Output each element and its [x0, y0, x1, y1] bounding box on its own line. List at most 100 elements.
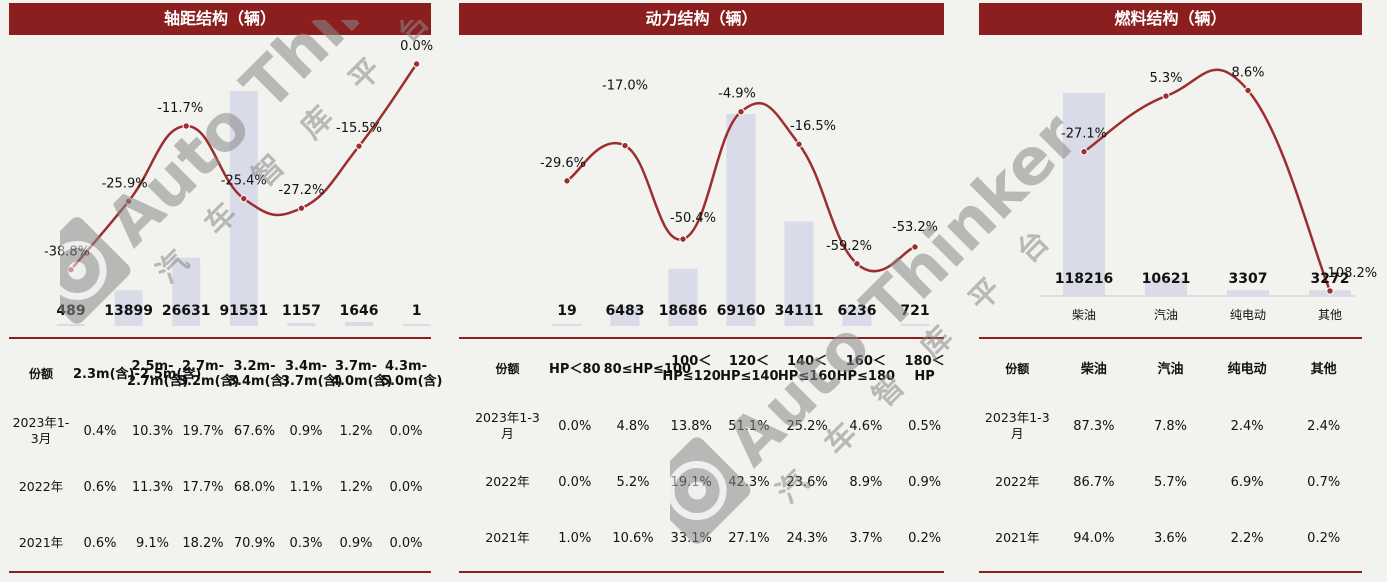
share-cell: 0.9%: [339, 535, 373, 551]
bar-2-1: [1145, 277, 1187, 296]
share-cell: 0.9%: [289, 423, 323, 439]
trend-point-1-4: [795, 140, 803, 148]
category-label-2-2: 纯电动: [1230, 308, 1266, 322]
trend-point-1-5: [853, 260, 861, 268]
bar-0-2: [172, 257, 201, 326]
trend-label-0-6: 0.0%: [400, 39, 433, 54]
bar-value-0-2: 26631: [162, 303, 211, 319]
trend-point-0-6: [412, 60, 421, 68]
trend-label-0-1: -25.9%: [102, 176, 148, 191]
share-cell: 0.4%: [83, 423, 117, 439]
bar-value-1-5: 6236: [838, 303, 877, 319]
wheelbase-table: 份额 2.3m(含)-2.5m(含) 2.5m-2.7m(含) 2.7m-3.2m(含…: [9, 345, 443, 571]
table-header-1-6: 160＜HP≤180: [836, 354, 896, 384]
share-cell: 0.2%: [1307, 530, 1341, 546]
bar-1-3: [726, 114, 756, 326]
share-cell: 19.7%: [182, 423, 224, 439]
bar-value-1-6: 721: [900, 303, 929, 319]
table-header-2-2: 汽油: [1157, 361, 1184, 377]
table-header-0-6: 3.7m-4.0m(含): [331, 359, 393, 389]
trend-point-2-1: [1162, 92, 1170, 100]
share-cell: 5.7%: [1153, 474, 1187, 490]
trend-label-0-5: -15.5%: [336, 121, 382, 136]
share-cell: 10.3%: [131, 423, 174, 439]
share-cell: 94.0%: [1073, 530, 1115, 546]
table-header-1-5: 140＜HP≤160: [777, 354, 837, 384]
table-header-0-5: 3.4m-3.7m(含): [281, 359, 343, 389]
fuel-table: 份额 柴油 汽油 纯电动 其他 2023年1-3月 87.3% 7.8% 2.4% 2.4% 202…: [979, 340, 1362, 566]
bar-value-2-0: 118216: [1055, 271, 1113, 287]
share-cell: 0.6%: [83, 479, 117, 495]
wheelbase-title: 轴距结构（辆）: [9, 3, 431, 35]
trend-label-1-0: -29.6%: [540, 156, 586, 171]
power-table: 份额 HP＜80 80≤HP≤100 100＜HP≤120 120＜HP≤140 140＜…: [469, 340, 954, 566]
share-cell: 1.1%: [289, 479, 323, 495]
fuel-chart: -27.1% 118216 柴油 5.3% 10621 汽油 8.6% 3307 纯电动 -108…: [1041, 65, 1377, 322]
trend-label-0-2: -11.7%: [157, 101, 203, 116]
bar-0-0: [57, 324, 85, 326]
bar-value-0-3: 91531: [219, 303, 268, 319]
share-cell: 51.1%: [728, 418, 770, 434]
trend-point-1-1: [621, 141, 629, 150]
table-row: 2022年 0.6% 11.3% 17.7% 68.0% 1.1% 1.2% 0.0%: [9, 459, 431, 515]
row-label: 2022年: [995, 474, 1040, 489]
share-cell: 1.2%: [339, 423, 373, 439]
table-header-0-7: 4.3m-5.0m(含): [381, 359, 443, 389]
wheelbase-rule-top: [9, 337, 431, 339]
trend-label-0-4: -27.2%: [278, 183, 324, 198]
table-header-0-1: 2.3m(含)-2.5m(含): [73, 366, 202, 382]
trend-label-1-2: -50.4%: [670, 211, 716, 226]
share-cell: 5.2%: [616, 474, 650, 490]
trend-label-2-0: -27.1%: [1061, 127, 1107, 142]
share-cell: 27.1%: [728, 530, 770, 546]
trend-label-0-0: -38.8%: [44, 245, 90, 260]
table-header-1-7: 180＜HP: [904, 354, 945, 384]
share-cell: 0.0%: [389, 423, 423, 439]
table-row: 2022年 0.0% 5.2% 19.1% 42.3% 23.6% 8.9% 0.9%: [469, 454, 954, 510]
power-chart: -29.6% 19 -17.0% 6483 -50.4% 18686 -4.9% 69160 -…: [540, 79, 938, 326]
share-cell: 87.3%: [1073, 418, 1115, 434]
table-row: 2021年 94.0% 3.6% 2.2% 0.2%: [979, 510, 1362, 566]
share-cell: 70.9%: [233, 535, 276, 551]
bar-value-1-0: 19: [557, 303, 576, 319]
bar-0-6: [402, 324, 431, 326]
trend-label-2-3: -108.2%: [1323, 266, 1377, 281]
table-header-1-2: 80≤HP≤100: [603, 361, 692, 377]
fuel-rule-bottom: [979, 571, 1362, 573]
bar-2-0: [1063, 93, 1105, 296]
table-header-1-3: 100＜HP≤120: [662, 354, 721, 384]
trend-point-0-0: [67, 265, 75, 274]
wheelbase-rule-bottom: [9, 571, 431, 573]
bar-1-4: [784, 221, 814, 326]
share-cell: 0.0%: [389, 479, 423, 495]
table-row: 2023年1-3月 0.4% 10.3% 19.7% 67.6% 0.9% 1.2% 0.0%: [9, 403, 431, 459]
table-row: 2022年 86.7% 5.7% 6.9% 0.7%: [979, 454, 1362, 510]
bar-1-1: [610, 306, 640, 326]
bar-value-2-3: 3272: [1311, 271, 1350, 287]
table-row: 2021年 0.6% 9.1% 18.2% 70.9% 0.3% 0.9% 0.0%: [9, 515, 431, 571]
trend-point-2-3: [1326, 287, 1334, 295]
table-header-2-4: 其他: [1310, 361, 1337, 377]
share-cell: 33.1%: [670, 530, 712, 546]
bar-value-0-5: 1646: [340, 303, 379, 319]
power-rule-top: [459, 337, 944, 339]
category-label-2-0: 柴油: [1072, 308, 1096, 322]
trend-label-1-1: -17.0%: [602, 79, 648, 94]
share-cell: 9.1%: [135, 535, 170, 551]
fuel-panel: 燃料结构（辆） -27.1% 118216 柴油 5.3% 10621 汽油 8.6% 330…: [979, 0, 1377, 582]
trend-point-1-0: [563, 177, 571, 185]
trend-label-1-6: -53.2%: [892, 220, 938, 235]
share-cell: 4.6%: [849, 418, 883, 434]
bar-value-0-1: 13899: [104, 303, 153, 319]
row-label: 2023年1-3月: [475, 410, 540, 441]
table-header-0-2: 2.5m-2.7m(含): [127, 359, 189, 389]
share-cell: 17.7%: [182, 479, 224, 495]
bar-0-4: [287, 323, 316, 326]
trend-point-2-0: [1080, 147, 1088, 156]
bar-value-2-1: 10621: [1142, 271, 1191, 287]
share-cell: 6.9%: [1230, 474, 1264, 490]
share-cell: 2.4%: [1307, 418, 1341, 434]
bar-value-0-6: 1: [412, 303, 422, 319]
trend-point-0-5: [355, 142, 363, 150]
share-cell: 68.0%: [233, 479, 276, 495]
